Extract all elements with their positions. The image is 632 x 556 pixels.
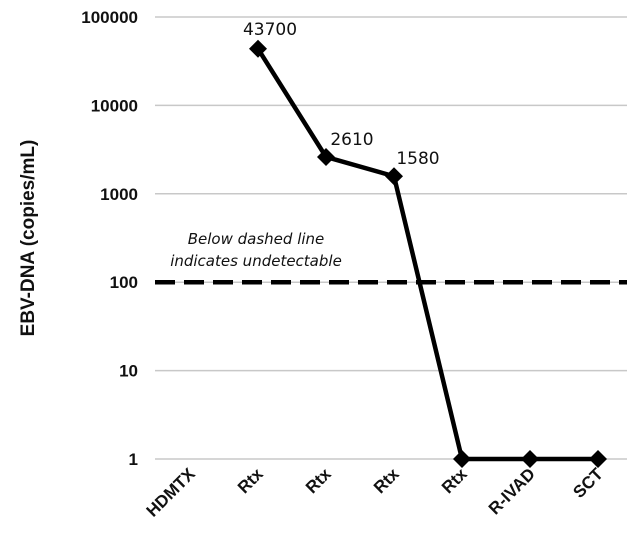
- x-tick-label: Rtx: [302, 464, 335, 497]
- y-tick-label: 100: [110, 273, 138, 292]
- x-tick-label: Rtx: [438, 464, 471, 497]
- annotation-line: indicates undetectable: [170, 252, 342, 270]
- x-tick-label: HDMTX: [143, 464, 200, 521]
- series-path: [256, 47, 598, 462]
- y-tick-label: 1000: [100, 185, 138, 204]
- x-tick-label: Rtx: [370, 464, 403, 497]
- y-tick-labels: 1 10 100 1000 10000 100000: [81, 8, 138, 469]
- data-point-marker: [521, 450, 539, 468]
- data-point-marker: [317, 147, 335, 166]
- y-tick-label: 10: [119, 362, 138, 381]
- data-label: 43700: [243, 20, 297, 40]
- data-point-marker: [589, 450, 607, 468]
- data-point-marker: [453, 450, 471, 468]
- y-tick-label: 100000: [81, 8, 138, 27]
- x-tick-label: R-IVAD: [485, 464, 539, 518]
- y-axis-label: EBV-DNA (copies/mL): [18, 140, 39, 337]
- annotation-line: Below dashed line: [188, 230, 325, 248]
- series-line: [249, 39, 607, 468]
- x-tick-label: SCT: [569, 464, 607, 502]
- x-tick-labels: HDMTX Rtx Rtx Rtx Rtx R-IVAD SCT: [143, 464, 608, 521]
- data-labels: 43700 2610 1580: [243, 20, 440, 169]
- data-label: 2610: [330, 130, 373, 150]
- x-tick-label: Rtx: [234, 464, 267, 497]
- data-point-marker: [385, 167, 403, 186]
- data-point-marker: [249, 39, 267, 58]
- data-label: 1580: [396, 149, 439, 169]
- annotation-text: Below dashed line indicates undetectable: [170, 230, 342, 270]
- y-tick-label: 10000: [91, 96, 138, 115]
- y-tick-label: 1: [129, 450, 138, 469]
